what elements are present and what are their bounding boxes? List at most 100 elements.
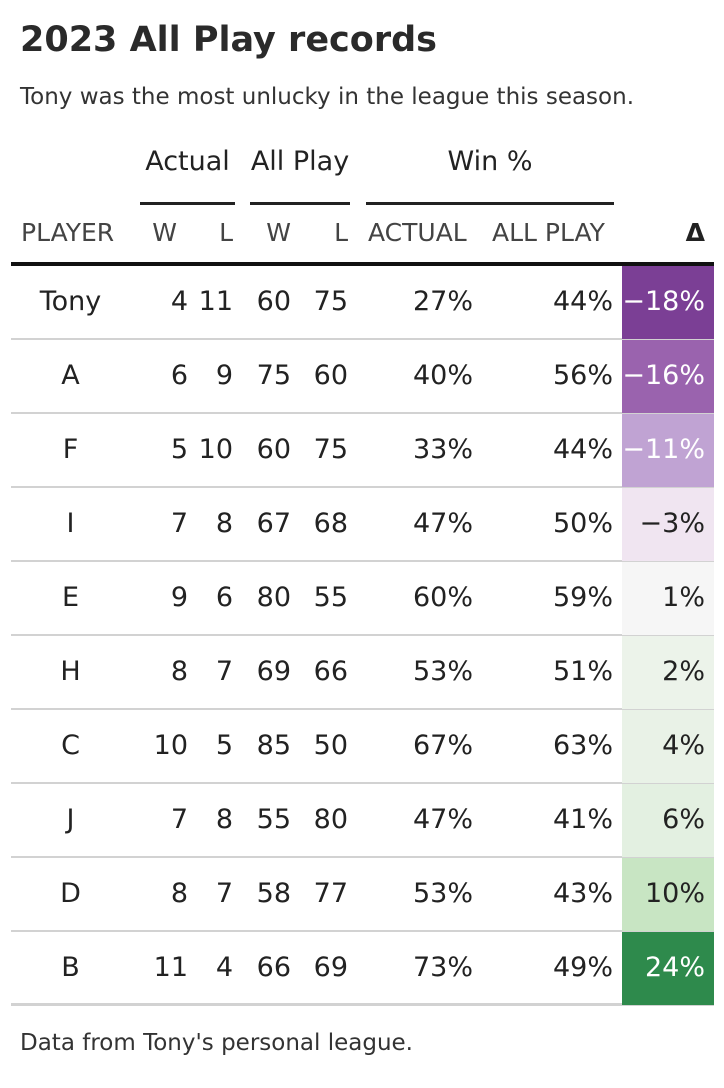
delta-cell: −18% [622, 266, 714, 339]
table-row: J 7 8 55 80 47% 41% 6% [11, 784, 714, 858]
allplay-l-cell: 66 [313, 656, 348, 687]
allplay-l-cell: 77 [313, 878, 348, 909]
delta-cell: −16% [622, 340, 714, 413]
chart-title: 2023 All Play records [20, 20, 437, 60]
delta-cell: 24% [622, 932, 714, 1005]
delta-cell: 1% [622, 562, 714, 635]
player-cell: A [61, 360, 80, 391]
actual-l-cell: 9 [215, 360, 233, 391]
allplay-l-cell: 75 [313, 286, 348, 317]
win-actual-cell: 40% [412, 360, 473, 391]
win-actual-cell: 47% [412, 804, 473, 835]
allplay-w-cell: 66 [256, 952, 291, 983]
win-actual-cell: 67% [412, 730, 473, 761]
player-cell: D [60, 878, 81, 909]
win-actual-cell: 73% [412, 952, 473, 983]
col-header-delta: Δ [685, 218, 705, 247]
actual-l-cell: 8 [215, 804, 233, 835]
win-allplay-cell: 49% [552, 952, 613, 983]
delta-cell: 10% [622, 858, 714, 931]
win-allplay-cell: 59% [552, 582, 613, 613]
col-header-allplay-w: W [266, 218, 291, 247]
table-row: H 8 7 69 66 53% 51% 2% [11, 636, 714, 710]
col-header-player: PLAYER [21, 218, 115, 247]
allplay-l-cell: 50 [313, 730, 348, 761]
table-row: C 10 5 85 50 67% 63% 4% [11, 710, 714, 784]
actual-l-cell: 6 [215, 582, 233, 613]
win-allplay-cell: 56% [552, 360, 613, 391]
delta-cell: −11% [622, 414, 714, 487]
allplay-w-cell: 58 [256, 878, 291, 909]
col-header-actual-w: W [152, 218, 177, 247]
allplay-w-cell: 60 [256, 434, 291, 465]
win-allplay-cell: 41% [552, 804, 613, 835]
actual-l-cell: 5 [215, 730, 233, 761]
actual-w-cell: 4 [170, 286, 188, 317]
delta-cell: 6% [622, 784, 714, 857]
allplay-l-cell: 69 [313, 952, 348, 983]
col-header-win-actual: ACTUAL [368, 218, 467, 247]
chart-subtitle: Tony was the most unlucky in the league … [20, 84, 635, 110]
actual-w-cell: 7 [170, 508, 188, 539]
actual-w-cell: 8 [170, 656, 188, 687]
table-row: F 5 10 60 75 33% 44% −11% [11, 414, 714, 488]
player-cell: Tony [39, 286, 102, 317]
group-underline-all-play [250, 202, 350, 205]
actual-l-cell: 8 [215, 508, 233, 539]
col-header-allplay-l: L [334, 218, 348, 247]
group-header-all-play: All Play [250, 146, 350, 177]
table-row: B 11 4 66 69 73% 49% 24% [11, 932, 714, 1006]
win-allplay-cell: 51% [552, 656, 613, 687]
table-row: A 6 9 75 60 40% 56% −16% [11, 340, 714, 414]
header-rule [11, 262, 714, 266]
allplay-w-cell: 85 [256, 730, 291, 761]
player-cell: E [61, 582, 80, 613]
win-actual-cell: 53% [412, 878, 473, 909]
actual-w-cell: 8 [170, 878, 188, 909]
actual-l-cell: 7 [215, 878, 233, 909]
col-header-actual-l: L [219, 218, 233, 247]
table-row: D 8 7 58 77 53% 43% 10% [11, 858, 714, 932]
win-allplay-cell: 44% [552, 286, 613, 317]
win-actual-cell: 60% [412, 582, 473, 613]
allplay-l-cell: 60 [313, 360, 348, 391]
player-cell: B [61, 952, 80, 983]
allplay-l-cell: 68 [313, 508, 348, 539]
allplay-l-cell: 80 [313, 804, 348, 835]
group-underline-win-pct [366, 202, 614, 205]
win-allplay-cell: 50% [552, 508, 613, 539]
allplay-l-cell: 55 [313, 582, 348, 613]
delta-cell: −3% [622, 488, 714, 561]
win-actual-cell: 53% [412, 656, 473, 687]
actual-w-cell: 5 [170, 434, 188, 465]
delta-cell: 4% [622, 710, 714, 783]
win-allplay-cell: 63% [552, 730, 613, 761]
group-header-actual: Actual [145, 146, 230, 177]
actual-w-cell: 9 [170, 582, 188, 613]
allplay-w-cell: 55 [256, 804, 291, 835]
actual-w-cell: 10 [153, 730, 188, 761]
group-header-win-pct: Win % [447, 146, 533, 177]
table-row: Tony 4 11 60 75 27% 44% −18% [11, 266, 714, 340]
actual-l-cell: 10 [198, 434, 233, 465]
player-cell: C [61, 730, 80, 761]
win-allplay-cell: 43% [552, 878, 613, 909]
player-cell: I [66, 508, 75, 539]
table-row: I 7 8 67 68 47% 50% −3% [11, 488, 714, 562]
col-header-win-allplay: ALL PLAY [492, 218, 605, 247]
table-row: E 9 6 80 55 60% 59% 1% [11, 562, 714, 636]
actual-w-cell: 6 [170, 360, 188, 391]
win-actual-cell: 47% [412, 508, 473, 539]
actual-w-cell: 7 [170, 804, 188, 835]
allplay-l-cell: 75 [313, 434, 348, 465]
player-cell: J [66, 804, 75, 835]
actual-l-cell: 11 [198, 286, 233, 317]
win-actual-cell: 33% [412, 434, 473, 465]
actual-l-cell: 7 [215, 656, 233, 687]
allplay-w-cell: 69 [256, 656, 291, 687]
actual-w-cell: 11 [153, 952, 188, 983]
allplay-w-cell: 80 [256, 582, 291, 613]
delta-cell: 2% [622, 636, 714, 709]
win-allplay-cell: 44% [552, 434, 613, 465]
footer-note: Data from Tony's personal league. [20, 1030, 413, 1056]
